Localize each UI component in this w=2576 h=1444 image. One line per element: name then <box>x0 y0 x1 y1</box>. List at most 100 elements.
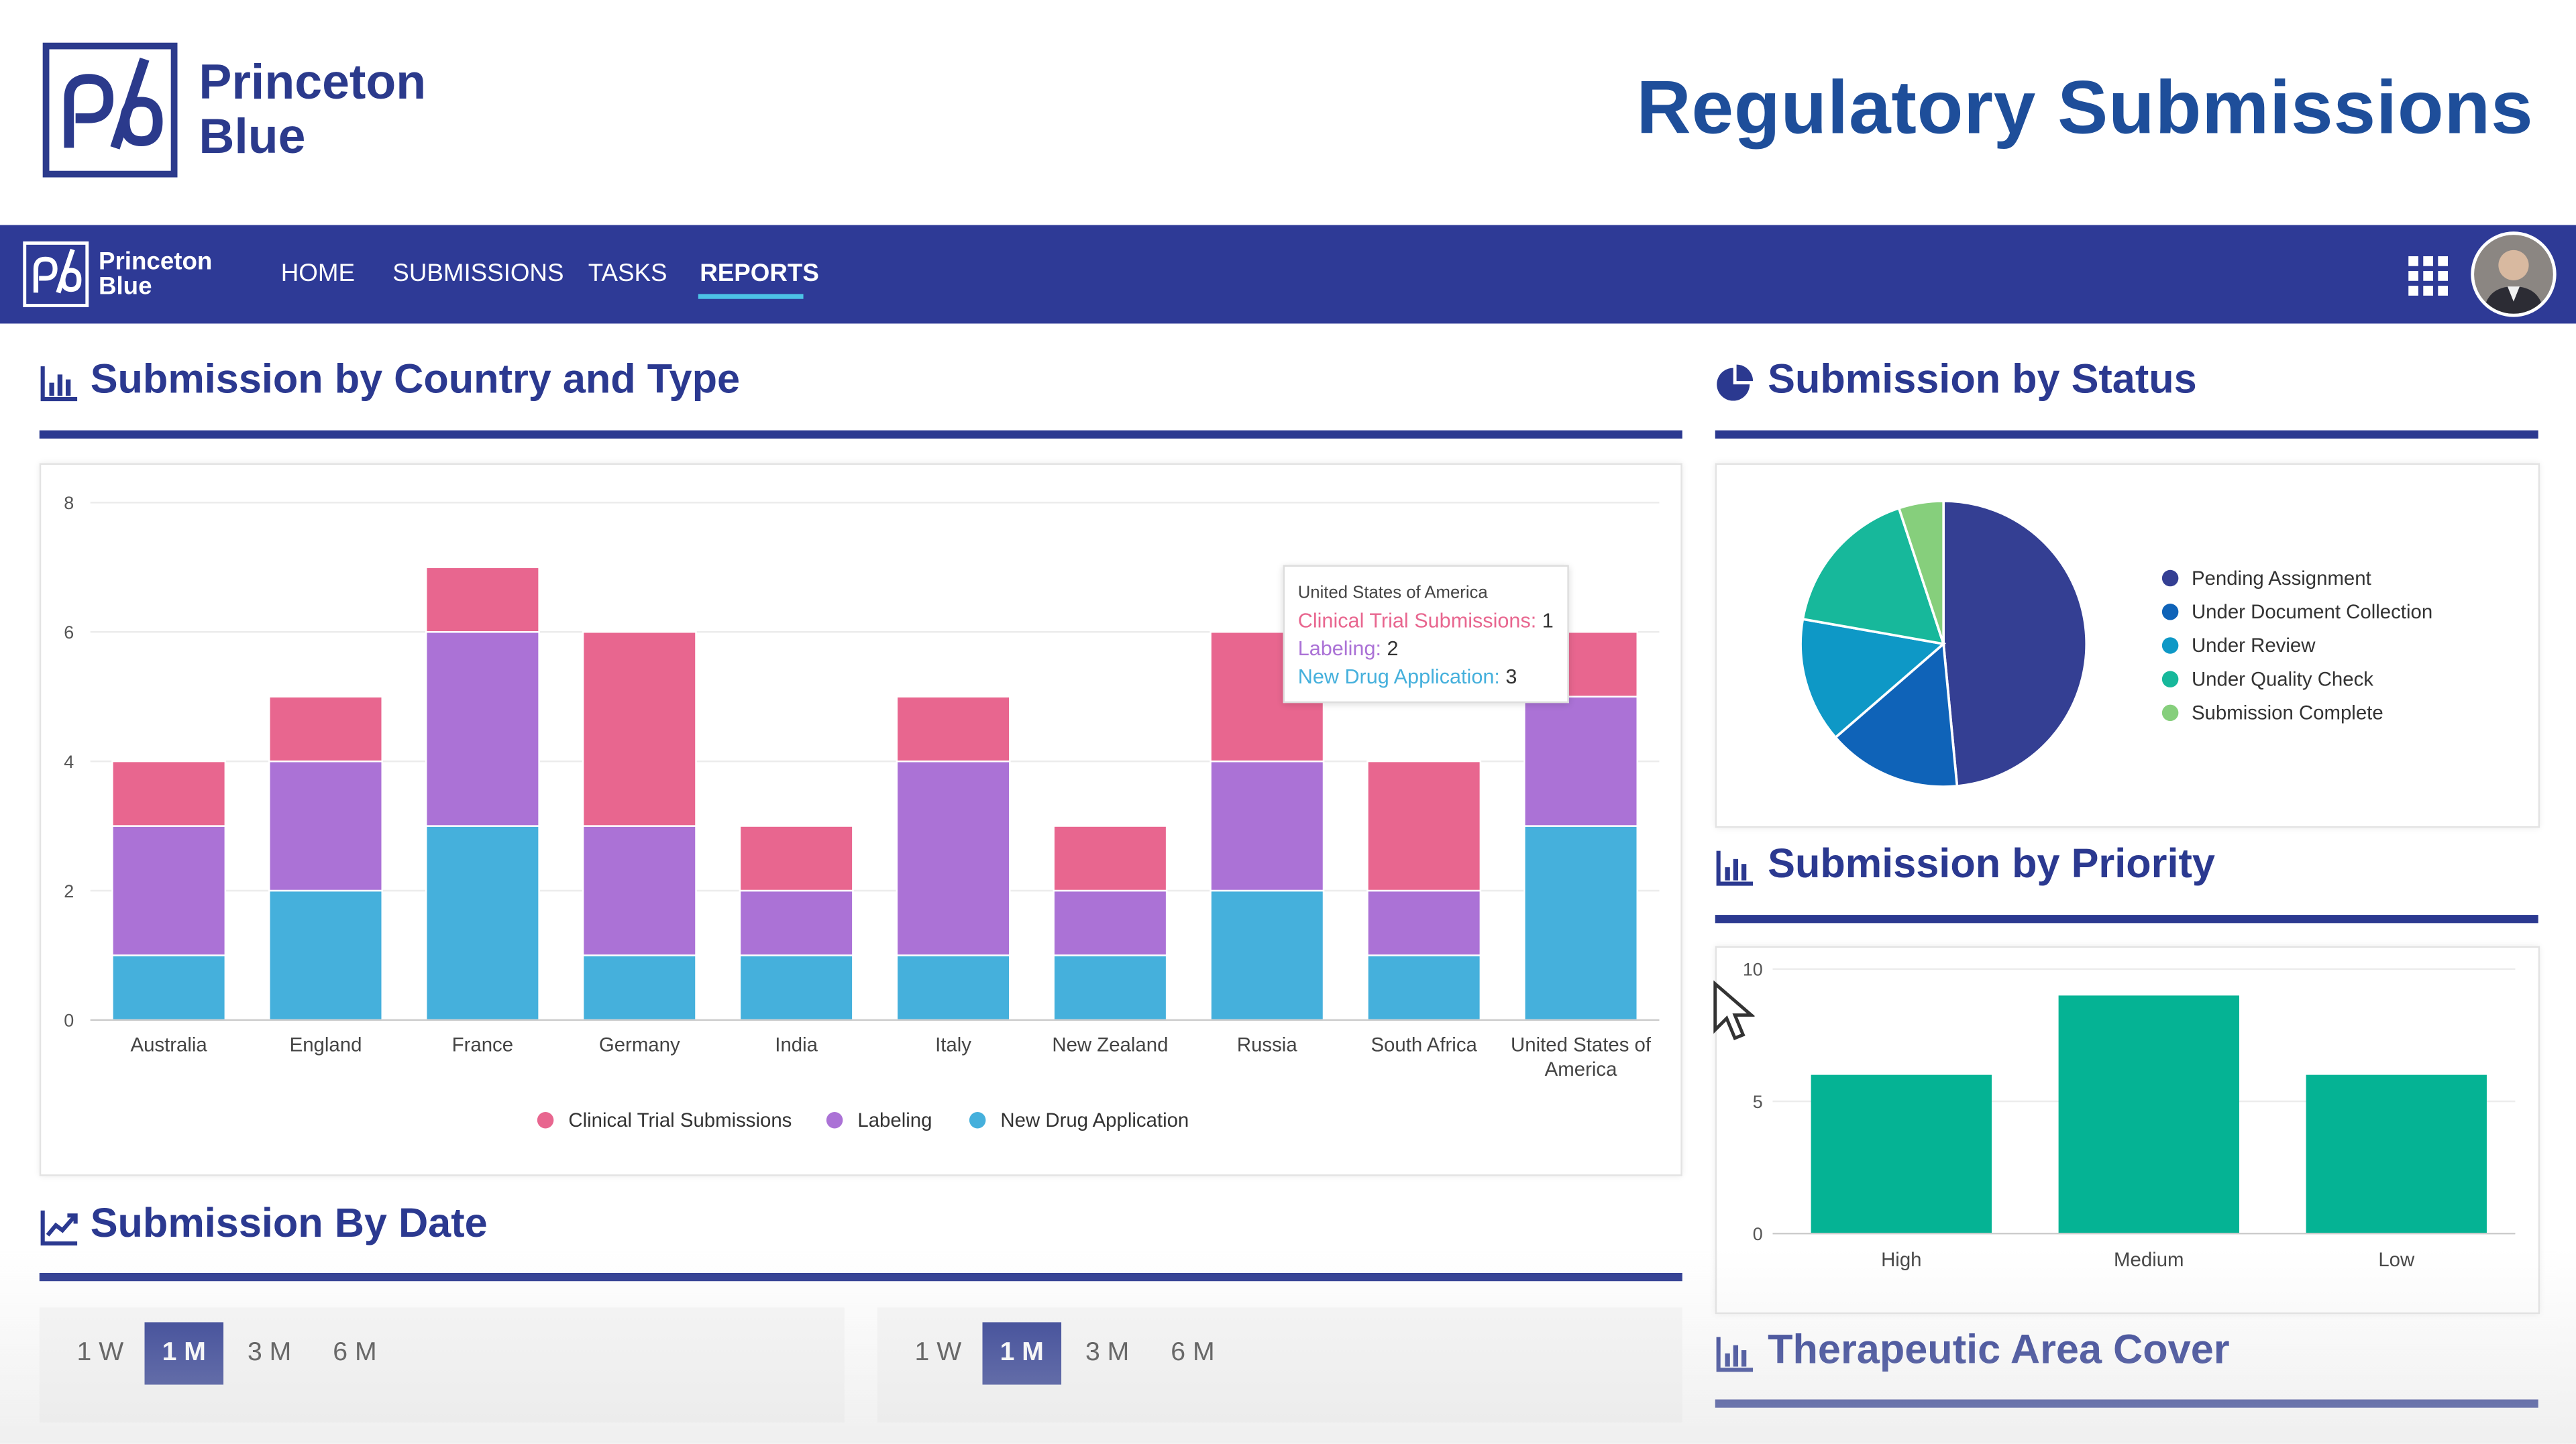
legend-label[interactable]: New Drug Application <box>1000 1109 1189 1131</box>
bar-segment[interactable] <box>739 825 854 892</box>
range-6m-left[interactable]: 6 M <box>333 1338 377 1367</box>
range-1w-right[interactable]: 1 W <box>914 1338 962 1367</box>
section-rule-priority <box>1715 915 2538 924</box>
bar-segment[interactable] <box>739 889 854 956</box>
y-tick-label: 6 <box>64 622 74 643</box>
bar-segment[interactable] <box>1523 825 1638 1021</box>
pie-slice[interactable] <box>1801 506 1945 646</box>
apps-grid-icon[interactable] <box>2408 256 2449 296</box>
priority-bar[interactable] <box>1811 1074 1992 1234</box>
legend-swatch <box>2161 671 2179 687</box>
tooltip-row-nda: New Drug Application: 3 <box>1298 663 1554 691</box>
bar-segment[interactable] <box>1053 954 1168 1021</box>
bar-segment[interactable] <box>111 825 227 956</box>
bar-segment[interactable] <box>111 760 227 827</box>
range-1m-left[interactable]: 1 M <box>144 1322 224 1385</box>
navbar-logo[interactable] <box>23 241 89 307</box>
bar-segment[interactable] <box>111 954 227 1021</box>
tooltip-label-clinical: Clinical Trial Submissions: <box>1297 609 1537 632</box>
bar-segment[interactable] <box>582 954 697 1021</box>
pie-slice[interactable] <box>1799 617 1947 740</box>
bar-chart-icon <box>40 366 78 402</box>
brand-name: Princeton Blue <box>199 56 426 164</box>
y-tick-label: 4 <box>64 752 74 772</box>
bar-segment[interactable] <box>1210 889 1325 1021</box>
user-avatar[interactable] <box>2471 231 2557 317</box>
page-title: Regulatory Submissions <box>1636 64 2534 150</box>
navbar-brand-line-2: Blue <box>98 272 152 301</box>
bar-segment[interactable] <box>425 566 540 633</box>
bar-segment[interactable] <box>896 696 1011 763</box>
nav-home[interactable]: HOME <box>280 259 355 288</box>
x-tick-label: France <box>452 1034 513 1056</box>
x-tick-label: Low <box>2378 1249 2415 1271</box>
pie-slice[interactable] <box>1942 500 2088 788</box>
x-tick-label: England <box>290 1034 362 1056</box>
range-6m-right[interactable]: 6 M <box>1171 1338 1215 1367</box>
bar-segment[interactable] <box>739 954 854 1021</box>
bar-chart-icon <box>1716 1337 1754 1372</box>
section-title-priority: Submission by Priority <box>1768 840 2215 887</box>
bar-segment[interactable] <box>1053 825 1168 892</box>
pie-slice[interactable] <box>1897 500 1945 645</box>
x-tick-label: United States of <box>1511 1034 1652 1056</box>
bar-segment[interactable] <box>1523 696 1638 827</box>
nav-tasks[interactable]: TASKS <box>588 259 667 288</box>
chart-tooltip: United States of America Clinical Trial … <box>1283 565 1569 704</box>
tooltip-label-nda: New Drug Application: <box>1297 665 1500 689</box>
section-rule-status <box>1715 430 2538 439</box>
nav-submissions[interactable]: SUBMISSIONS <box>392 259 564 288</box>
range-1w-left[interactable]: 1 W <box>76 1338 124 1367</box>
range-3m-right[interactable]: 3 M <box>1085 1338 1130 1367</box>
range-3m-left[interactable]: 3 M <box>247 1338 292 1367</box>
section-rule-by-date <box>39 1272 1682 1282</box>
tooltip-row-clinical: Clinical Trial Submissions: 1 <box>1298 608 1554 636</box>
tooltip-row-labeling: Labeling: 2 <box>1298 636 1554 664</box>
priority-bar[interactable] <box>2306 1074 2487 1234</box>
legend-label[interactable]: Labeling <box>857 1109 932 1131</box>
x-tick-label: New Zealand <box>1052 1034 1168 1056</box>
pie-slice[interactable] <box>1833 641 1959 788</box>
bar-segment[interactable] <box>425 825 540 1021</box>
bar-segment[interactable] <box>268 889 383 1021</box>
bar-segment[interactable] <box>1053 889 1168 956</box>
range-1m-right[interactable]: 1 M <box>982 1322 1062 1385</box>
bar-segment[interactable] <box>268 760 383 892</box>
bar-segment[interactable] <box>896 954 1011 1021</box>
legend-label[interactable]: Under Document Collection <box>2192 601 2432 623</box>
priority-bar[interactable] <box>2058 995 2239 1234</box>
x-tick-label: America <box>1545 1058 1617 1080</box>
bar-segment[interactable] <box>896 760 1011 956</box>
x-tick-label: Italy <box>935 1034 971 1056</box>
section-rule-therapeutic <box>1715 1399 2538 1408</box>
legend-label[interactable]: Under Quality Check <box>2192 668 2373 690</box>
x-tick-label: Russia <box>1237 1034 1297 1056</box>
tooltip-value-clinical: 1 <box>1542 609 1554 632</box>
bar-segment[interactable] <box>1366 760 1482 892</box>
bar-segment[interactable] <box>582 631 697 827</box>
bar-segment[interactable] <box>268 696 383 763</box>
legend-label[interactable]: Submission Complete <box>2192 702 2383 724</box>
section-title-country-type: Submission by Country and Type <box>90 356 741 403</box>
bar-segment[interactable] <box>425 631 540 827</box>
legend-label[interactable]: Clinical Trial Submissions <box>568 1109 792 1131</box>
line-chart-icon <box>40 1210 78 1245</box>
bar-segment[interactable] <box>1366 889 1482 956</box>
legend-label[interactable]: Pending Assignment <box>2192 567 2371 590</box>
priority-chart-card: 0 5 10 High Medium Low <box>1715 946 2540 1315</box>
nav-reports[interactable]: REPORTS <box>700 259 819 288</box>
tooltip-value-labeling: 2 <box>1387 637 1399 661</box>
section-title-therapeutic: Therapeutic Area Cover <box>1768 1327 2230 1374</box>
bar-segment[interactable] <box>1366 954 1482 1021</box>
priority-bar-chart: 0 5 10 High Medium Low <box>1743 960 2516 1271</box>
legend-swatch <box>2161 704 2179 722</box>
legend-swatch <box>826 1111 843 1129</box>
status-chart-card: Pending Assignment Under Document Collect… <box>1715 463 2540 828</box>
bar-segment[interactable] <box>582 825 697 956</box>
tooltip-label-labeling: Labeling: <box>1297 637 1381 661</box>
nav-active-indicator <box>698 294 804 299</box>
bar-segment[interactable] <box>1210 760 1325 892</box>
brand-line-2: Blue <box>199 110 306 164</box>
top-navbar: Princeton Blue HOME SUBMISSIONS TASKS RE… <box>0 225 2576 324</box>
legend-label[interactable]: Under Review <box>2192 634 2316 657</box>
